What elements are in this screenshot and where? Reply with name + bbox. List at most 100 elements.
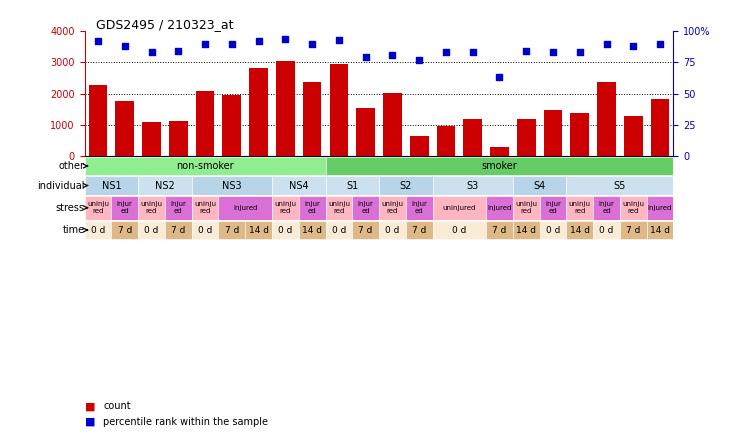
Bar (570, 113, 589, 156)
Bar (539, 196, 567, 220)
Bar (325, 196, 353, 220)
Text: 14 d: 14 d (516, 226, 537, 234)
Bar (325, 176, 379, 195)
Text: NS2: NS2 (155, 181, 175, 190)
Bar (111, 221, 138, 239)
Bar (490, 147, 509, 156)
Bar (513, 196, 539, 220)
Text: 0 d: 0 d (546, 226, 560, 234)
Bar (88, 85, 107, 156)
Text: uninju
red: uninju red (141, 201, 163, 214)
Text: ■: ■ (85, 401, 95, 411)
Bar (138, 221, 165, 239)
Text: 0 d: 0 d (385, 226, 400, 234)
Bar (436, 126, 456, 156)
Text: 0 d: 0 d (452, 226, 467, 234)
Bar (406, 221, 433, 239)
Text: uninju
red: uninju red (275, 201, 297, 214)
Text: injured: injured (648, 205, 672, 211)
Bar (169, 121, 188, 156)
Text: individual: individual (37, 181, 85, 190)
Point (146, 49, 158, 56)
Text: 0 d: 0 d (91, 226, 105, 234)
Text: time: time (63, 225, 85, 235)
Bar (433, 176, 513, 195)
Bar (272, 196, 299, 220)
Bar (433, 221, 486, 239)
Text: injur
ed: injur ed (411, 201, 427, 214)
Text: 7 d: 7 d (224, 226, 239, 234)
Bar (138, 196, 165, 220)
Text: S5: S5 (614, 181, 626, 190)
Bar (379, 221, 406, 239)
Text: S2: S2 (400, 181, 412, 190)
Bar (624, 115, 643, 156)
Bar (302, 82, 322, 156)
Bar (250, 68, 268, 156)
Bar (593, 196, 620, 220)
Bar (272, 221, 299, 239)
Point (574, 49, 586, 56)
Bar (191, 221, 219, 239)
Text: S1: S1 (346, 181, 358, 190)
Text: injured: injured (233, 205, 258, 211)
Text: 0 d: 0 d (332, 226, 346, 234)
Text: 0 d: 0 d (599, 226, 614, 234)
Text: 14 d: 14 d (570, 226, 590, 234)
Bar (539, 221, 567, 239)
Bar (464, 119, 482, 156)
Point (654, 40, 666, 47)
Point (252, 38, 264, 45)
Bar (383, 93, 402, 156)
Bar (85, 196, 111, 220)
Text: count: count (103, 401, 131, 411)
Point (92, 38, 104, 45)
Text: injur
ed: injur ed (598, 201, 615, 214)
Point (386, 52, 398, 59)
Bar (325, 157, 673, 175)
Text: uninju
red: uninju red (569, 201, 591, 214)
Bar (191, 196, 219, 220)
Bar (567, 221, 593, 239)
Bar (544, 110, 562, 156)
Bar (620, 221, 647, 239)
Bar (353, 221, 379, 239)
Point (414, 56, 425, 63)
Bar (219, 196, 272, 220)
Bar (353, 196, 379, 220)
Text: 7 d: 7 d (171, 226, 185, 234)
Text: smoker: smoker (481, 161, 517, 171)
Text: uninju
red: uninju red (623, 201, 644, 214)
Bar (85, 221, 111, 239)
Text: NS3: NS3 (222, 181, 241, 190)
Text: 7 d: 7 d (626, 226, 640, 234)
Point (306, 40, 318, 47)
Text: other: other (59, 161, 85, 171)
Text: uninju
red: uninju red (87, 201, 109, 214)
Bar (513, 221, 539, 239)
Bar (597, 82, 616, 156)
Bar (410, 135, 428, 156)
Bar (111, 196, 138, 220)
Bar (196, 91, 214, 156)
Bar (486, 196, 513, 220)
Bar (142, 122, 161, 156)
Bar (116, 101, 134, 156)
Text: ■: ■ (85, 417, 95, 427)
Text: NS4: NS4 (289, 181, 308, 190)
Bar (433, 196, 486, 220)
Bar (165, 196, 191, 220)
Bar (379, 196, 406, 220)
Bar (406, 196, 433, 220)
Text: 0 d: 0 d (144, 226, 159, 234)
Text: non-smoker: non-smoker (176, 161, 234, 171)
Text: injur
ed: injur ed (545, 201, 561, 214)
Bar (299, 196, 325, 220)
Bar (325, 221, 353, 239)
Bar (647, 221, 673, 239)
Text: stress: stress (56, 203, 85, 213)
Bar (567, 176, 673, 195)
Bar (651, 99, 670, 156)
Text: 14 d: 14 d (249, 226, 269, 234)
Bar (191, 176, 272, 195)
